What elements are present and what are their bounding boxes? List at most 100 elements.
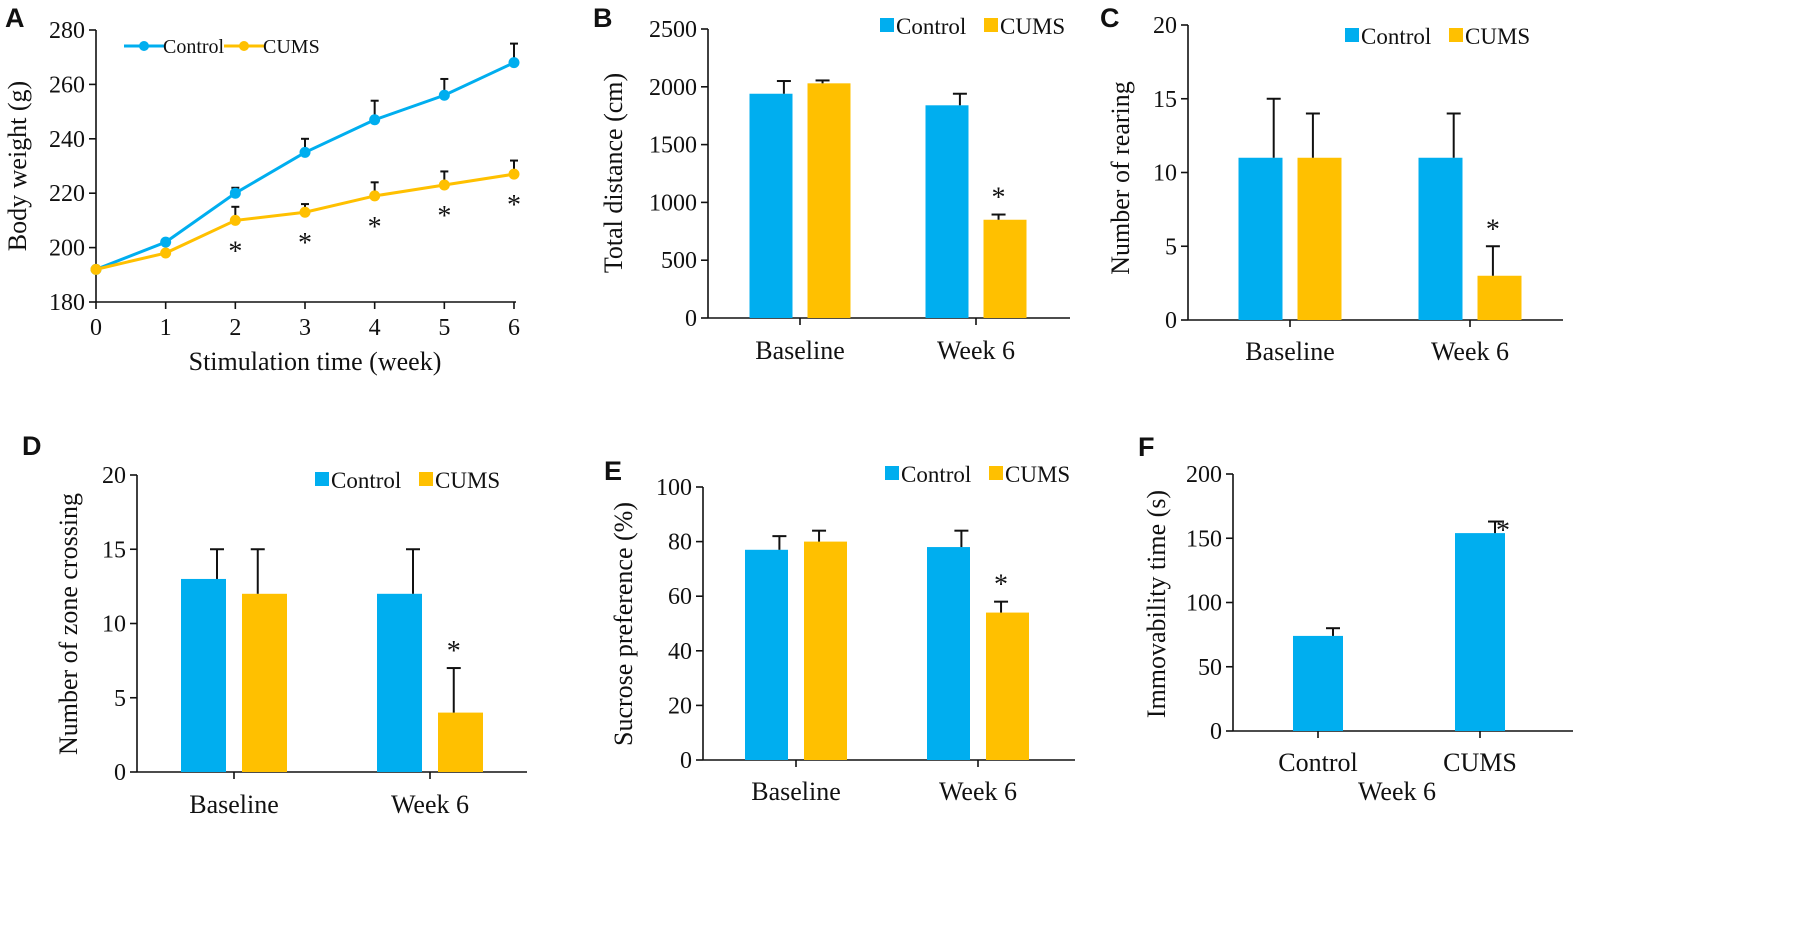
y-tick-label: 15: [1153, 87, 1177, 113]
significance-star: *: [507, 190, 521, 221]
data-point: [160, 236, 172, 248]
bar-week-6-control: [925, 105, 969, 319]
significance-star: *: [368, 212, 382, 243]
y-tick-label: 220: [49, 181, 85, 207]
data-point: [229, 214, 241, 226]
y-tick-label: 10: [102, 612, 126, 638]
y-axis-label: Body weight (g): [3, 81, 32, 251]
panel-letter-c: C: [1100, 3, 1120, 33]
y-tick-label: 20: [1153, 13, 1177, 39]
category-label: Week 6: [939, 777, 1017, 806]
legend-label: CUMS: [263, 36, 320, 58]
data-point: [299, 206, 311, 218]
bar-week-6-cums: [986, 612, 1029, 760]
significance-star: *: [437, 201, 451, 232]
significance-star: *: [994, 570, 1008, 601]
category-label: CUMS: [1443, 748, 1517, 777]
panel-a: A 180 200 220 240 260 280 Body weight (g) 0 1 2 3 4 5…: [3, 3, 521, 376]
category-label: Control: [1278, 748, 1357, 777]
significance-star: *: [1486, 214, 1500, 245]
panel-e: E 0 20 40 60 80 100 Sucrose preference (%) Basel…: [604, 456, 1075, 806]
y-tick-label: 0: [1210, 719, 1222, 745]
y-tick-label: 60: [668, 584, 692, 610]
panel-d: D 0 5 10 15 20 Number of zone crossing Baseline…: [22, 431, 527, 819]
y-tick-label: 150: [1186, 526, 1222, 552]
data-point: [438, 179, 450, 191]
x-tick-label: 1: [160, 315, 172, 341]
legend-marker: [139, 41, 149, 51]
category-label: Baseline: [189, 790, 279, 819]
data-point: [369, 190, 381, 202]
y-axis-label: Sucrose preference (%): [609, 502, 638, 746]
legend: Control CUMS: [880, 14, 1065, 39]
y-tick-label: 0: [1165, 308, 1177, 334]
bar-week-6-control: [1418, 157, 1463, 320]
data-point: [508, 168, 520, 180]
data-point: [229, 187, 241, 199]
bar-baseline-control: [1238, 157, 1283, 320]
significance-star: *: [228, 236, 242, 267]
y-tick-label: 280: [49, 18, 85, 44]
bar-baseline-control: [745, 549, 788, 760]
bar-cums-value: [1455, 533, 1505, 731]
y-tick-label: 5: [1165, 234, 1177, 260]
y-tick-label: 2500: [649, 17, 697, 43]
category-label: Week 6: [937, 336, 1015, 365]
category-label: Baseline: [751, 777, 841, 806]
x-tick-label: 2: [229, 315, 241, 341]
y-tick-label: 40: [668, 639, 692, 665]
legend-label: Control: [331, 468, 401, 493]
bar-baseline-cums: [242, 593, 287, 772]
legend-label: Control: [1361, 24, 1431, 49]
bar-control-value: [1293, 635, 1343, 731]
legend-swatch: [1345, 28, 1359, 42]
category-label: Baseline: [1245, 337, 1335, 366]
y-tick-label: 0: [114, 760, 126, 786]
y-tick-label: 15: [102, 537, 126, 563]
data-point: [299, 146, 311, 158]
significance-star: *: [992, 183, 1006, 214]
bar-baseline-cums: [1297, 157, 1342, 320]
y-tick-label: 20: [668, 693, 692, 719]
y-tick-label: 180: [49, 290, 85, 316]
y-tick-label: 1500: [649, 133, 697, 159]
y-tick-label: 0: [680, 748, 692, 774]
significance-star: *: [1496, 516, 1510, 547]
legend-label: Control: [163, 36, 225, 58]
y-tick-label: 200: [49, 236, 85, 262]
y-tick-label: 80: [668, 530, 692, 556]
y-axis-label: Number of rearing: [1106, 81, 1135, 274]
legend: Control CUMS: [885, 462, 1070, 487]
bar-baseline-cums: [807, 83, 851, 318]
legend: Control CUMS: [315, 468, 500, 493]
y-tick-label: 500: [661, 248, 697, 274]
legend-label: Control: [896, 14, 966, 39]
y-axis-label: Total distance (cm): [599, 73, 628, 273]
bar-week-6-cums: [983, 219, 1027, 318]
y-tick-label: 240: [49, 127, 85, 153]
data-point: [508, 57, 520, 69]
legend-label: CUMS: [435, 468, 500, 493]
y-tick-label: 2000: [649, 75, 697, 101]
legend-swatch: [885, 466, 899, 480]
x-axis-label: Stimulation time (week): [189, 347, 442, 376]
y-tick-label: 100: [656, 475, 692, 501]
bar-baseline-cums: [804, 541, 847, 760]
y-tick-label: 0: [685, 306, 697, 332]
legend-swatch: [419, 472, 433, 486]
significance-star: *: [298, 228, 312, 259]
data-point: [90, 263, 102, 275]
legend-label: Control: [901, 462, 971, 487]
bar-week-6-control: [377, 593, 422, 772]
legend-label: CUMS: [1465, 24, 1530, 49]
panel-c: C 0 5 10 15 20 Number of rearing Baseline Week 6…: [1100, 3, 1563, 366]
y-tick-label: 5: [114, 686, 126, 712]
panel-letter-b: B: [593, 3, 613, 33]
x-tick-label: 6: [508, 315, 520, 341]
x-tick-label: 3: [299, 315, 311, 341]
data-point: [369, 114, 381, 126]
panel-b: B 0 500 1000 1500 2000 2500 Total distance (cm)…: [593, 3, 1070, 365]
y-tick-label: 260: [49, 72, 85, 98]
